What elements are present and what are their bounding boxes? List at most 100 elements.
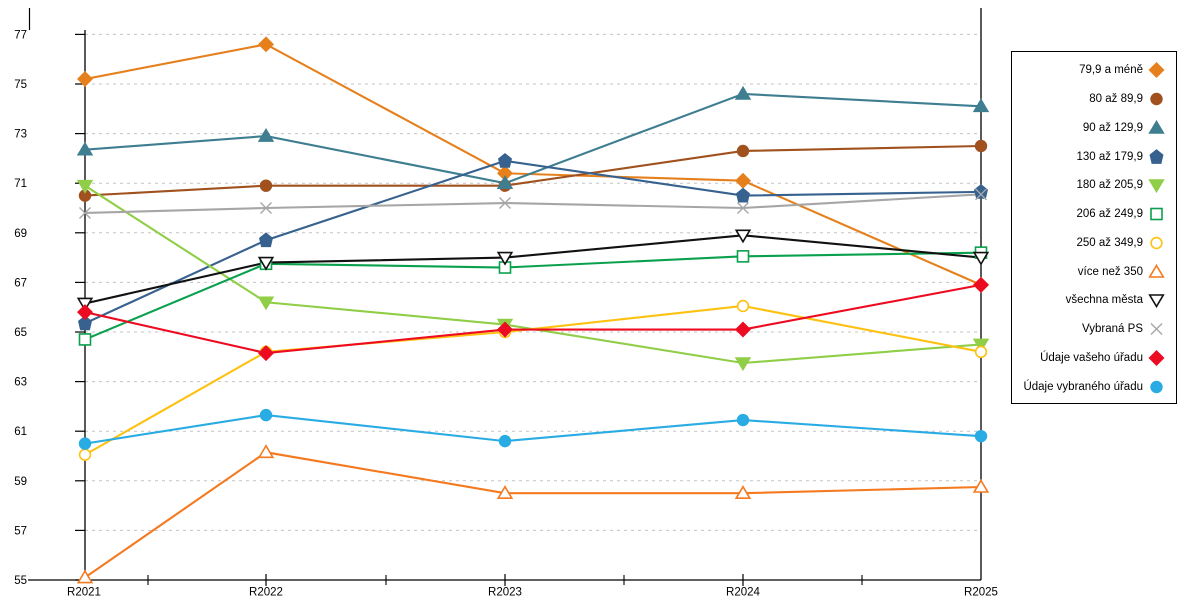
y-axis-label: 71 [14,178,27,190]
square-legend-marker-icon [1150,207,1163,221]
y-axis-label: 65 [14,327,27,339]
legend-label: Údaje vašeho úřadu [1040,351,1143,364]
triangle-up-legend-marker-icon [1148,263,1165,278]
circle-legend-marker-icon [1150,92,1163,106]
legend-label: Údaje vybraného úřadu [1023,380,1143,393]
x-marker-icon [79,206,91,219]
x-axis-label: R2023 [488,587,522,599]
y-axis-label: 63 [14,377,27,389]
x-axis-label: R2021 [67,587,101,599]
triangle-down-marker-icon [972,338,990,353]
triangle-down-marker-icon [734,229,752,244]
triangle-up-marker-icon [257,444,275,459]
pentagon-marker-icon [78,315,92,331]
legend-label: 130 až 179,9 [1076,150,1143,163]
triangle-down-marker-icon [734,357,752,372]
pentagon-legend-marker-icon [1149,148,1164,164]
diamond-marker-icon [735,172,751,189]
legend-label: 250 až 349,9 [1076,236,1143,249]
y-axis-label: 75 [14,79,27,91]
square-marker-icon [1150,207,1163,221]
legend-item-2: 90 až 129,9 [1012,114,1176,143]
legend-label: více než 350 [1077,265,1143,278]
triangle-down-legend-marker-icon [1148,179,1165,194]
triangle-up-marker-icon [1148,119,1165,134]
x-marker-icon [260,202,272,214]
circle-marker-icon [1150,236,1163,250]
x-marker-icon [737,202,749,214]
pentagon-marker-icon [1149,148,1164,164]
legend-item-5: 206 až 249,9 [1012,200,1176,229]
circle-marker-icon [974,139,988,153]
y-axis-label: 59 [14,476,27,488]
circle-marker-icon [259,179,273,192]
chart-legend: 79,9 a méně 80 až 89,9 90 až 129,9 130 až 1… [1011,51,1177,404]
circle-marker-icon [78,448,92,461]
legend-label: 180 až 205,9 [1076,179,1143,192]
diamond-marker-icon [1148,349,1165,366]
triangle-up-marker-icon [972,98,990,113]
pentagon-marker-icon [974,183,988,199]
series-line [84,144,982,197]
circle-marker-icon [974,429,988,443]
x-legend-marker-icon [1150,323,1163,336]
legend-label: 206 až 249,9 [1076,208,1143,221]
triangle-down-marker-icon [257,256,275,271]
triangle-up-marker-icon [1148,263,1165,278]
x-marker-icon [1150,323,1163,336]
x-axis-label: R2025 [964,587,998,599]
diamond-marker-icon [497,321,513,338]
diamond-legend-marker-icon [1148,62,1165,79]
y-axis-label: 77 [14,29,27,41]
triangle-down-marker-icon [972,251,990,266]
triangle-down-marker-icon [496,251,514,266]
circle-marker-icon [974,345,988,359]
triangle-up-marker-icon [76,141,94,156]
triangle-up-marker-icon [972,478,990,493]
legend-item-11: Údaje vybraného úřadu [1012,372,1176,401]
circle-marker-icon [736,413,750,427]
circle-marker-icon [736,144,750,158]
triangle-down-marker-icon [76,179,94,194]
diamond-marker-icon [77,71,93,88]
legend-item-10: Údaje vašeho úřadu [1012,344,1176,373]
diamond-legend-marker-icon [1148,349,1165,366]
circle-marker-icon [1150,92,1163,106]
triangle-up-legend-marker-icon [1148,119,1165,134]
triangle-down-marker-icon [1148,294,1165,309]
series-line [84,414,982,445]
pentagon-marker-icon [736,187,750,203]
legend-label: 90 až 129,9 [1082,121,1143,134]
legend-item-6: 250 až 349,9 [1012,229,1176,258]
square-marker-icon [78,333,92,346]
series-line [84,184,982,365]
x-marker-icon [975,188,987,201]
circle-marker-icon [78,437,92,450]
series-line [84,283,982,355]
legend-item-8: všechna města [1012,286,1176,315]
triangle-down-marker-icon [1148,179,1165,194]
triangle-up-marker-icon [76,569,94,584]
circle-legend-marker-icon [1150,236,1163,250]
circle-legend-marker-icon [1150,380,1163,393]
series-line [84,234,982,305]
series-line [84,451,982,579]
legend-item-4: 180 až 205,9 [1012,171,1176,200]
triangle-up-marker-icon [734,85,752,100]
diamond-marker-icon [973,276,989,293]
y-axis-label: 61 [14,426,27,438]
x-marker-icon [499,197,511,210]
series-line [84,193,982,215]
legend-label: 80 až 89,9 [1089,93,1143,106]
y-axis-label: 69 [14,228,27,240]
diamond-marker-icon [77,304,93,321]
diamond-marker-icon [1148,62,1165,79]
x-axis-label: R2024 [726,587,760,599]
y-axis-label: 55 [14,575,27,587]
series-line [84,92,982,185]
triangle-down-legend-marker-icon [1148,294,1165,309]
legend-label: všechna města [1065,294,1143,307]
triangle-up-marker-icon [257,128,275,142]
